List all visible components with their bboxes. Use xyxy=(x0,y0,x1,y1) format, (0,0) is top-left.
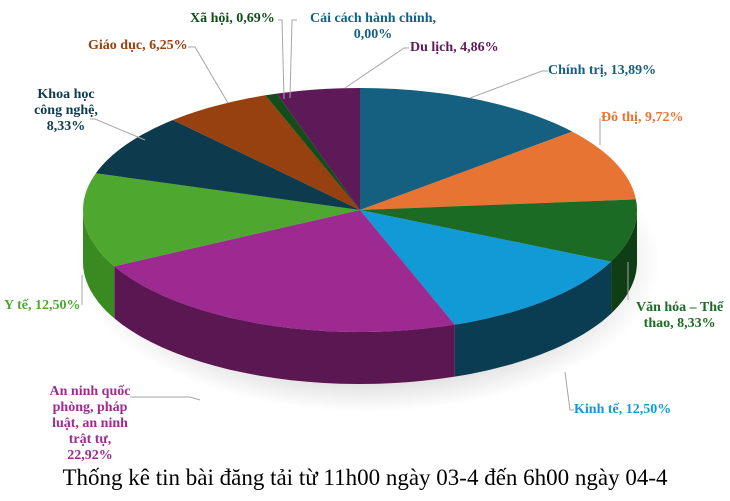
pie-slice xyxy=(360,88,573,210)
label-van-hoa-line1: Văn hóa – Thể xyxy=(636,300,724,315)
label-khcn-line3: 8,33% xyxy=(46,119,86,134)
pie-slice xyxy=(172,95,360,210)
label-an-ninh-line4: trật tự, xyxy=(68,432,112,447)
label-an-ninh-line1: An ninh quốc xyxy=(49,384,131,399)
label-van-hoa: Văn hóa – Thể thao, 8,33% xyxy=(636,300,723,332)
pie-slice xyxy=(83,173,360,267)
pie-side xyxy=(611,210,637,314)
pie-side xyxy=(83,210,115,319)
label-chinh-tri: Chính trị, 13,89% xyxy=(548,63,657,78)
pie-slice xyxy=(276,88,360,210)
pie-side xyxy=(454,261,612,377)
pie-slice xyxy=(360,131,636,210)
label-an-ninh-line3: luật, an ninh xyxy=(52,416,128,431)
label-giao-duc: Giáo dục, 6,25% xyxy=(88,38,188,53)
label-van-hoa-line2: thao, 8,33% xyxy=(643,316,716,331)
pie-sides xyxy=(83,210,637,384)
pie-slice xyxy=(360,210,612,325)
pie-slice xyxy=(95,120,361,210)
leader-chinh-tri xyxy=(469,70,548,99)
leader-khcn xyxy=(90,118,146,141)
leader-xa-hoi xyxy=(278,19,285,100)
leader-lines xyxy=(81,19,629,411)
label-an-ninh: An ninh quốc phòng, pháp luật, an ninh t… xyxy=(48,384,132,464)
leader-giao-duc xyxy=(188,46,229,104)
leader-an-ninh xyxy=(130,396,201,401)
label-cchc: Cải cách hành chính, 0,00% xyxy=(298,11,448,43)
label-khcn-line2: công nghệ, xyxy=(34,103,98,118)
pie-side xyxy=(114,266,455,384)
label-an-ninh-line5: 22,92% xyxy=(67,448,113,463)
label-kinh-te: Kinh tế, 12,50% xyxy=(574,402,672,417)
leader-du-lich xyxy=(344,47,409,89)
label-do-thi: Đô thị, 9,72% xyxy=(601,110,684,125)
pie-slice xyxy=(265,93,360,210)
label-xa-hoi: Xã hội, 0,69% xyxy=(190,11,275,26)
leader-kinh-te xyxy=(564,371,574,411)
label-an-ninh-line2: phòng, pháp xyxy=(52,400,128,415)
label-khcn: Khoa học công nghệ, 8,33% xyxy=(34,87,98,135)
label-du-lich: Du lịch, 4,86% xyxy=(410,40,499,55)
pie-slice xyxy=(114,210,455,332)
pie-slices xyxy=(83,88,637,332)
chart-title: Thống kê tin bài đăng tải từ 11h00 ngày … xyxy=(62,465,668,490)
leader-cchc xyxy=(289,19,297,99)
label-cchc-line1: Cải cách hành chính, xyxy=(309,11,437,26)
pie-slice xyxy=(360,199,637,262)
label-khcn-line1: Khoa học xyxy=(37,87,95,102)
label-cchc-line2: 0,00% xyxy=(353,27,393,42)
label-y-te: Y tế, 12,50% xyxy=(4,298,81,313)
